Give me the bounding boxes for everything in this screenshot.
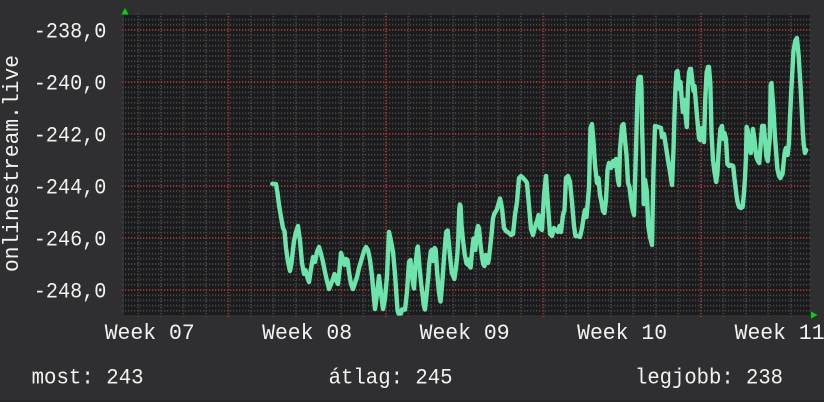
svg-text:Week 09: Week 09 [420,321,510,346]
svg-text:Week 07: Week 07 [105,321,195,346]
svg-text:átlag: 245: átlag: 245 [329,366,453,391]
svg-text:most: 243: most: 243 [32,366,144,391]
svg-text:Week 11: Week 11 [735,321,824,346]
svg-text:-248,0: -248,0 [34,279,107,304]
svg-text:Week 10: Week 10 [577,321,667,346]
svg-text:Week 08: Week 08 [262,321,352,346]
svg-text:-238,0: -238,0 [34,19,107,44]
svg-text:-246,0: -246,0 [34,227,107,252]
svg-text:-244,0: -244,0 [34,175,107,200]
svg-text:-240,0: -240,0 [34,71,107,96]
svg-text:onlinestream.live: onlinestream.live [0,55,25,272]
svg-text:legjobb: 238: legjobb: 238 [635,366,783,391]
svg-text:-242,0: -242,0 [34,123,107,148]
